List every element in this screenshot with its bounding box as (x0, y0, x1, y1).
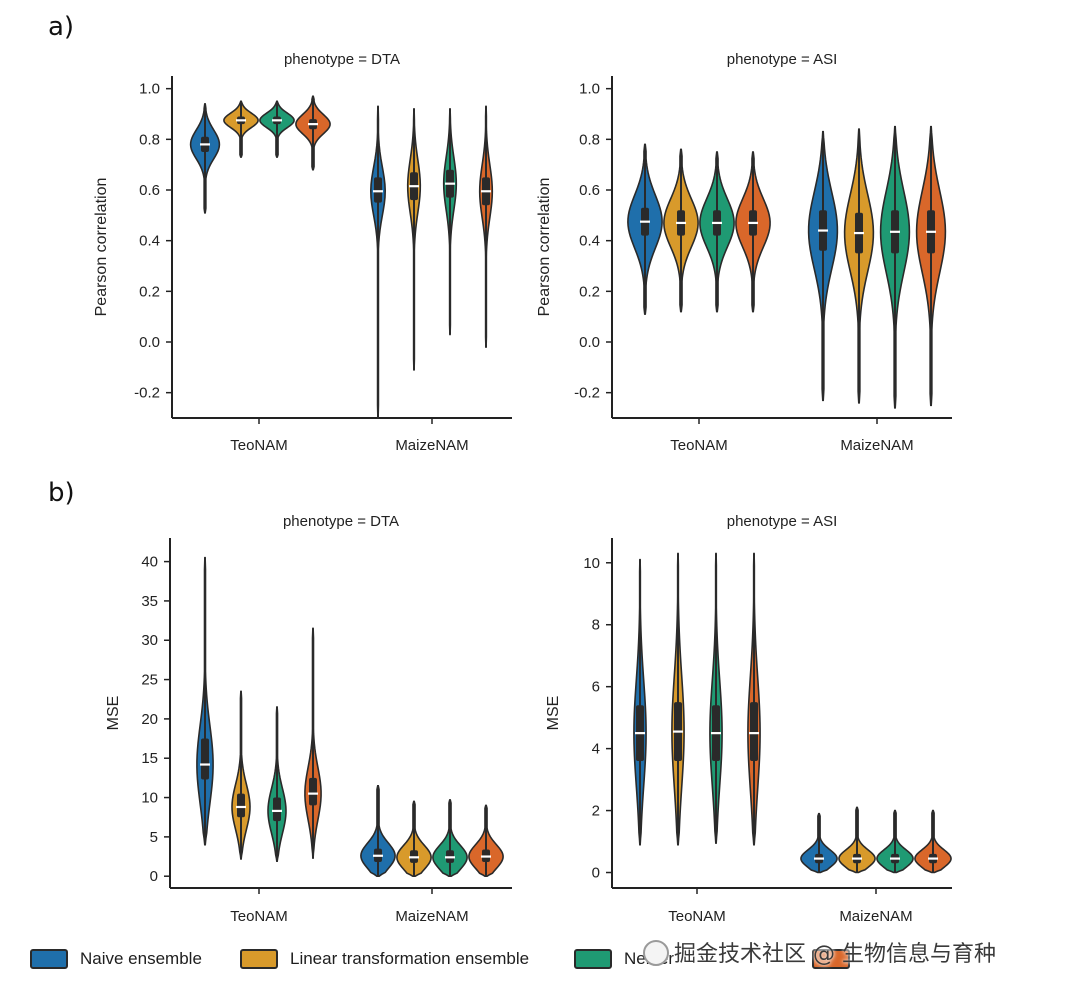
panel-label-b: b) (48, 478, 75, 508)
b-ASI-ytick-label-0: 0 (592, 865, 600, 882)
b-ASI-title: phenotype = ASI (727, 513, 838, 530)
a-DTA-ytick-label-4: 0.6 (139, 182, 160, 199)
a-DTA-xtick-label-0: TeoNAM (230, 437, 288, 454)
b-DTA-ylabel: MSE (105, 696, 122, 731)
a-DTA-ytick-label-6: 1.0 (139, 81, 160, 98)
a-ASI-ytick-label-6: 1.0 (579, 81, 600, 98)
a-ASI-ytick-label-2: 0.2 (579, 283, 600, 300)
b-DTA-xtick-label-1: MaizeNAM (395, 908, 468, 925)
b-DTA-ytick-label-7: 35 (141, 593, 158, 610)
a-DTA-ytick-label-0: -0.2 (134, 385, 160, 402)
legend: Naive ensemble Linear transformation ens… (30, 944, 1060, 974)
legend-item-linear: Linear transformation ensemble (240, 944, 529, 974)
b-DTA-ytick-label-4: 20 (141, 711, 158, 728)
b-DTA-teonam-violin-2-iqr (273, 797, 281, 822)
b-ASI-ytick-label-2: 4 (592, 741, 600, 758)
a-ASI-ylabel: Pearson correlation (536, 178, 553, 317)
legend-swatch-naive (30, 949, 68, 969)
a-DTA-ytick-label-1: 0.0 (139, 334, 160, 351)
legend-label-linear: Linear transformation ensemble (290, 949, 530, 968)
b-DTA-ytick-label-8: 40 (141, 554, 158, 571)
b-DTA-ytick-label-3: 15 (141, 750, 158, 767)
a-DTA-xtick-label-1: MaizeNAM (395, 437, 468, 454)
a-DTA-ytick-label-3: 0.4 (139, 233, 160, 250)
a-ASI-ytick-label-3: 0.4 (579, 233, 600, 250)
a-ASI-ytick-label-4: 0.6 (579, 182, 600, 199)
watermark-text: 掘金技术社区 @ 生物信息与育种 (674, 942, 996, 967)
b-DTA-ytick-label-1: 5 (150, 829, 158, 846)
b-DTA-title: phenotype = DTA (283, 513, 399, 530)
b-DTA-ytick-label-0: 0 (150, 868, 158, 885)
legend-label-naive: Naive ensemble (80, 949, 202, 968)
b-DTA-ytick-label-5: 25 (141, 672, 158, 689)
a-ASI-ytick-label-0: -0.2 (574, 385, 600, 402)
b-DTA-ytick-label-6: 30 (141, 632, 158, 649)
a-ASI-xtick-label-0: TeoNAM (670, 437, 728, 454)
a-DTA-ytick-label-5: 0.8 (139, 131, 160, 148)
b-DTA-xtick-label-0: TeoNAM (230, 908, 288, 925)
a-ASI-title: phenotype = ASI (727, 51, 838, 68)
b-ASI-xtick-label-0: TeoNAM (668, 908, 726, 925)
legend-item-naive: Naive ensemble (30, 944, 202, 974)
a-DTA-title: phenotype = DTA (284, 51, 400, 68)
a-ASI-ytick-label-1: 0.0 (579, 334, 600, 351)
b-ASI-ytick-label-1: 2 (592, 803, 600, 820)
b-ASI-xtick-label-1: MaizeNAM (839, 908, 912, 925)
b-DTA-teonam-violin-1-iqr (237, 793, 245, 818)
b-ASI-ytick-label-5: 10 (583, 555, 600, 572)
a-ASI-xtick-label-1: MaizeNAM (840, 437, 913, 454)
legend-item-fourth (812, 944, 862, 974)
b-DTA-ytick-label-2: 10 (141, 790, 158, 807)
a-DTA-ytick-label-2: 0.2 (139, 283, 160, 300)
watermark-logo-icon (643, 940, 669, 966)
b-DTA-teonam-violin-3-iqr (309, 777, 317, 806)
a-DTA-maizenam-violin-0-iqr (374, 177, 382, 203)
legend-swatch-nelder (574, 949, 612, 969)
a-DTA-ylabel: Pearson correlation (93, 178, 110, 317)
a-ASI-ytick-label-5: 0.8 (579, 131, 600, 148)
b-ASI-ylabel: MSE (545, 696, 562, 731)
b-ASI-ytick-label-3: 6 (592, 679, 600, 696)
b-ASI-ytick-label-4: 8 (592, 617, 600, 634)
b-DTA-teonam-violin-0-iqr (201, 738, 209, 780)
legend-swatch-linear (240, 949, 278, 969)
panel-label-a: a) (48, 12, 75, 42)
legend-swatch-fourth (812, 949, 850, 969)
b-ASI-teonam-violin-3-iqr (750, 702, 758, 762)
